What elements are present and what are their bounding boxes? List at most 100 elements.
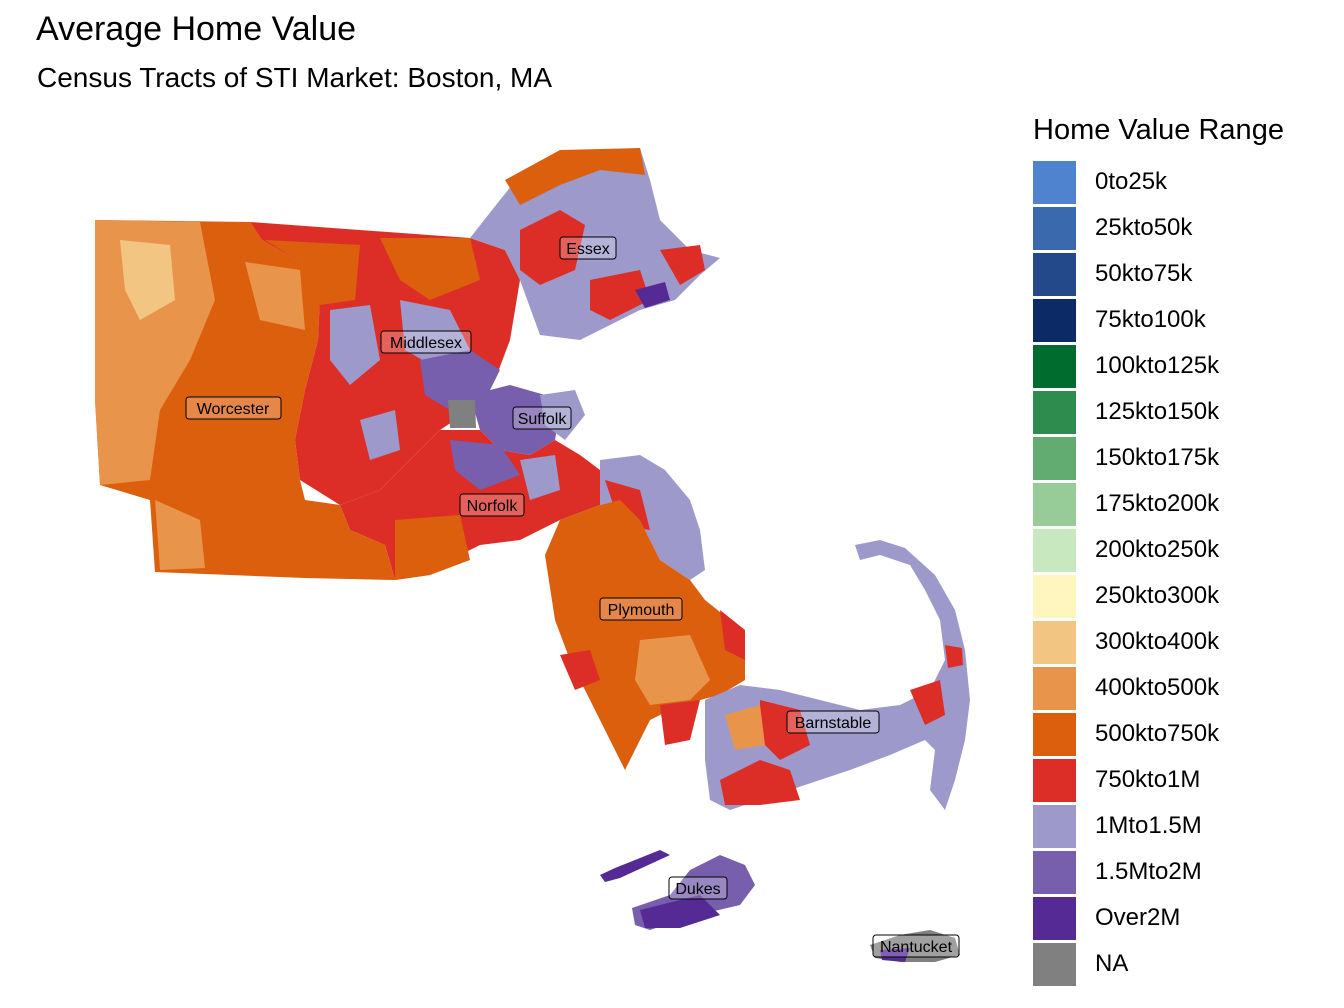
legend-label: 1.5Mto2M bbox=[1095, 858, 1202, 885]
legend-item: 750kto1M bbox=[1033, 757, 1284, 803]
legend-swatch bbox=[1033, 620, 1076, 664]
legend-label: 250kto300k bbox=[1095, 582, 1220, 609]
barnstable-red-area bbox=[720, 760, 800, 805]
map-subtitle: Census Tracts of STI Market: Boston, MA bbox=[37, 62, 553, 93]
essex-red-area bbox=[520, 210, 585, 285]
legend-label: 50kto75k bbox=[1095, 260, 1193, 287]
plymouth-region bbox=[545, 500, 745, 770]
county-label-nantucket: Nantucket bbox=[872, 934, 960, 958]
suffolk-na-area bbox=[448, 400, 476, 428]
legend-item: 150kto175k bbox=[1033, 435, 1284, 481]
legend-item: 75kto100k bbox=[1033, 297, 1284, 343]
norfolk-purple-area bbox=[520, 455, 560, 500]
legend-item: 0to25k bbox=[1033, 159, 1284, 205]
legend-item: 400kto500k bbox=[1033, 665, 1284, 711]
legend-swatch bbox=[1033, 482, 1076, 526]
middlesex-orange-area bbox=[265, 240, 360, 305]
legend-item: 300kto400k bbox=[1033, 619, 1284, 665]
legend-label: 100kto125k bbox=[1095, 352, 1220, 379]
svg-text:Middlesex: Middlesex bbox=[390, 335, 462, 352]
legend-label: 75kto100k bbox=[1095, 306, 1206, 333]
legend-swatch bbox=[1033, 252, 1076, 296]
plymouth-red-area bbox=[560, 650, 600, 690]
county-label-middlesex: Middlesex bbox=[380, 330, 472, 354]
essex-red-area bbox=[590, 270, 650, 320]
legend-swatch bbox=[1033, 390, 1076, 434]
middlesex-orange-area bbox=[380, 238, 480, 300]
legend-label: 175kto200k bbox=[1095, 490, 1220, 517]
legend-item: 100kto125k bbox=[1033, 343, 1284, 389]
legend-label: 200kto250k bbox=[1095, 536, 1220, 563]
legend-item: 250kto300k bbox=[1033, 573, 1284, 619]
legend-label: 400kto500k bbox=[1095, 674, 1220, 701]
worcester-light-area bbox=[245, 262, 305, 330]
svg-text:Suffolk: Suffolk bbox=[518, 411, 568, 428]
svg-text:Essex: Essex bbox=[566, 241, 610, 258]
barnstable-red-area bbox=[945, 645, 963, 668]
svg-text:Plymouth: Plymouth bbox=[608, 602, 675, 619]
legend-label: 150kto175k bbox=[1095, 444, 1220, 471]
map-title: Average Home Value bbox=[36, 10, 357, 48]
legend-title: Home Value Range bbox=[1033, 114, 1284, 146]
legend-item: 175kto200k bbox=[1033, 481, 1284, 527]
essex-orange-area bbox=[505, 148, 645, 205]
worcester-light-area bbox=[120, 240, 175, 320]
barnstable-red-area bbox=[910, 680, 945, 725]
legend-item: 125kto150k bbox=[1033, 389, 1284, 435]
legend-item: 1Mto1.5M bbox=[1033, 803, 1284, 849]
legend-item: 25kto50k bbox=[1033, 205, 1284, 251]
legend-label: 500kto750k bbox=[1095, 720, 1220, 747]
elizabeth-islands bbox=[600, 850, 670, 882]
legend-swatch bbox=[1033, 206, 1076, 250]
suffolk-purple-area bbox=[540, 390, 585, 440]
middlesex-region bbox=[250, 222, 520, 505]
legend-swatch bbox=[1033, 528, 1076, 572]
legend-swatch bbox=[1033, 942, 1076, 986]
legend-swatch bbox=[1033, 574, 1076, 618]
legend-swatch bbox=[1033, 896, 1076, 940]
county-label-essex: Essex bbox=[559, 236, 617, 260]
plymouth-red-area bbox=[720, 610, 745, 660]
legend-item: 1.5Mto2M bbox=[1033, 849, 1284, 895]
svg-text:Dukes: Dukes bbox=[675, 881, 720, 898]
county-label-dukes: Dukes bbox=[668, 876, 728, 900]
legend-item: 50kto75k bbox=[1033, 251, 1284, 297]
legend-label: 25kto50k bbox=[1095, 214, 1193, 241]
norfolk-orange-area bbox=[305, 500, 395, 580]
svg-text:Barnstable: Barnstable bbox=[795, 715, 872, 732]
legend-label: 125kto150k bbox=[1095, 398, 1220, 425]
suffolk-region bbox=[470, 385, 560, 455]
barnstable-red-area bbox=[760, 700, 810, 760]
svg-text:Norfolk: Norfolk bbox=[467, 498, 519, 515]
legend-label: 300kto400k bbox=[1095, 628, 1220, 655]
svg-text:Nantucket: Nantucket bbox=[880, 939, 953, 956]
legend-label: Over2M bbox=[1095, 904, 1181, 931]
legend-swatch bbox=[1033, 436, 1076, 480]
barnstable-light-area bbox=[725, 705, 765, 750]
legend-items: 0to25k 25kto50k 50kto75k 75kto100k 100kto125… bbox=[1033, 159, 1284, 987]
legend-swatch bbox=[1033, 850, 1076, 894]
legend-item: Over2M bbox=[1033, 895, 1284, 941]
county-label-plymouth: Plymouth bbox=[599, 597, 683, 621]
plymouth-red-area bbox=[660, 700, 700, 745]
middlesex-purple-area bbox=[330, 305, 380, 385]
county-label-norfolk: Norfolk bbox=[459, 493, 525, 517]
legend-swatch bbox=[1033, 804, 1076, 848]
county-label-suffolk: Suffolk bbox=[512, 406, 572, 430]
legend-swatch bbox=[1033, 298, 1076, 342]
middlesex-purple-area bbox=[360, 410, 400, 460]
legend-swatch bbox=[1033, 160, 1076, 204]
south-shore-red-area bbox=[605, 480, 650, 530]
plymouth-light-area bbox=[635, 635, 710, 705]
legend: Home Value Range 0to25k 25kto50k 50kto75k 7… bbox=[1033, 114, 1284, 987]
essex-red-area bbox=[660, 245, 705, 285]
dukes-over2m-area bbox=[640, 895, 720, 928]
legend-swatch bbox=[1033, 758, 1076, 802]
legend-label: 1Mto1.5M bbox=[1095, 812, 1202, 839]
norfolk-purple-area bbox=[450, 440, 520, 490]
legend-swatch bbox=[1033, 712, 1076, 756]
essex-over2m-area bbox=[635, 282, 670, 308]
legend-item: 200kto250k bbox=[1033, 527, 1284, 573]
legend-item: 500kto750k bbox=[1033, 711, 1284, 757]
